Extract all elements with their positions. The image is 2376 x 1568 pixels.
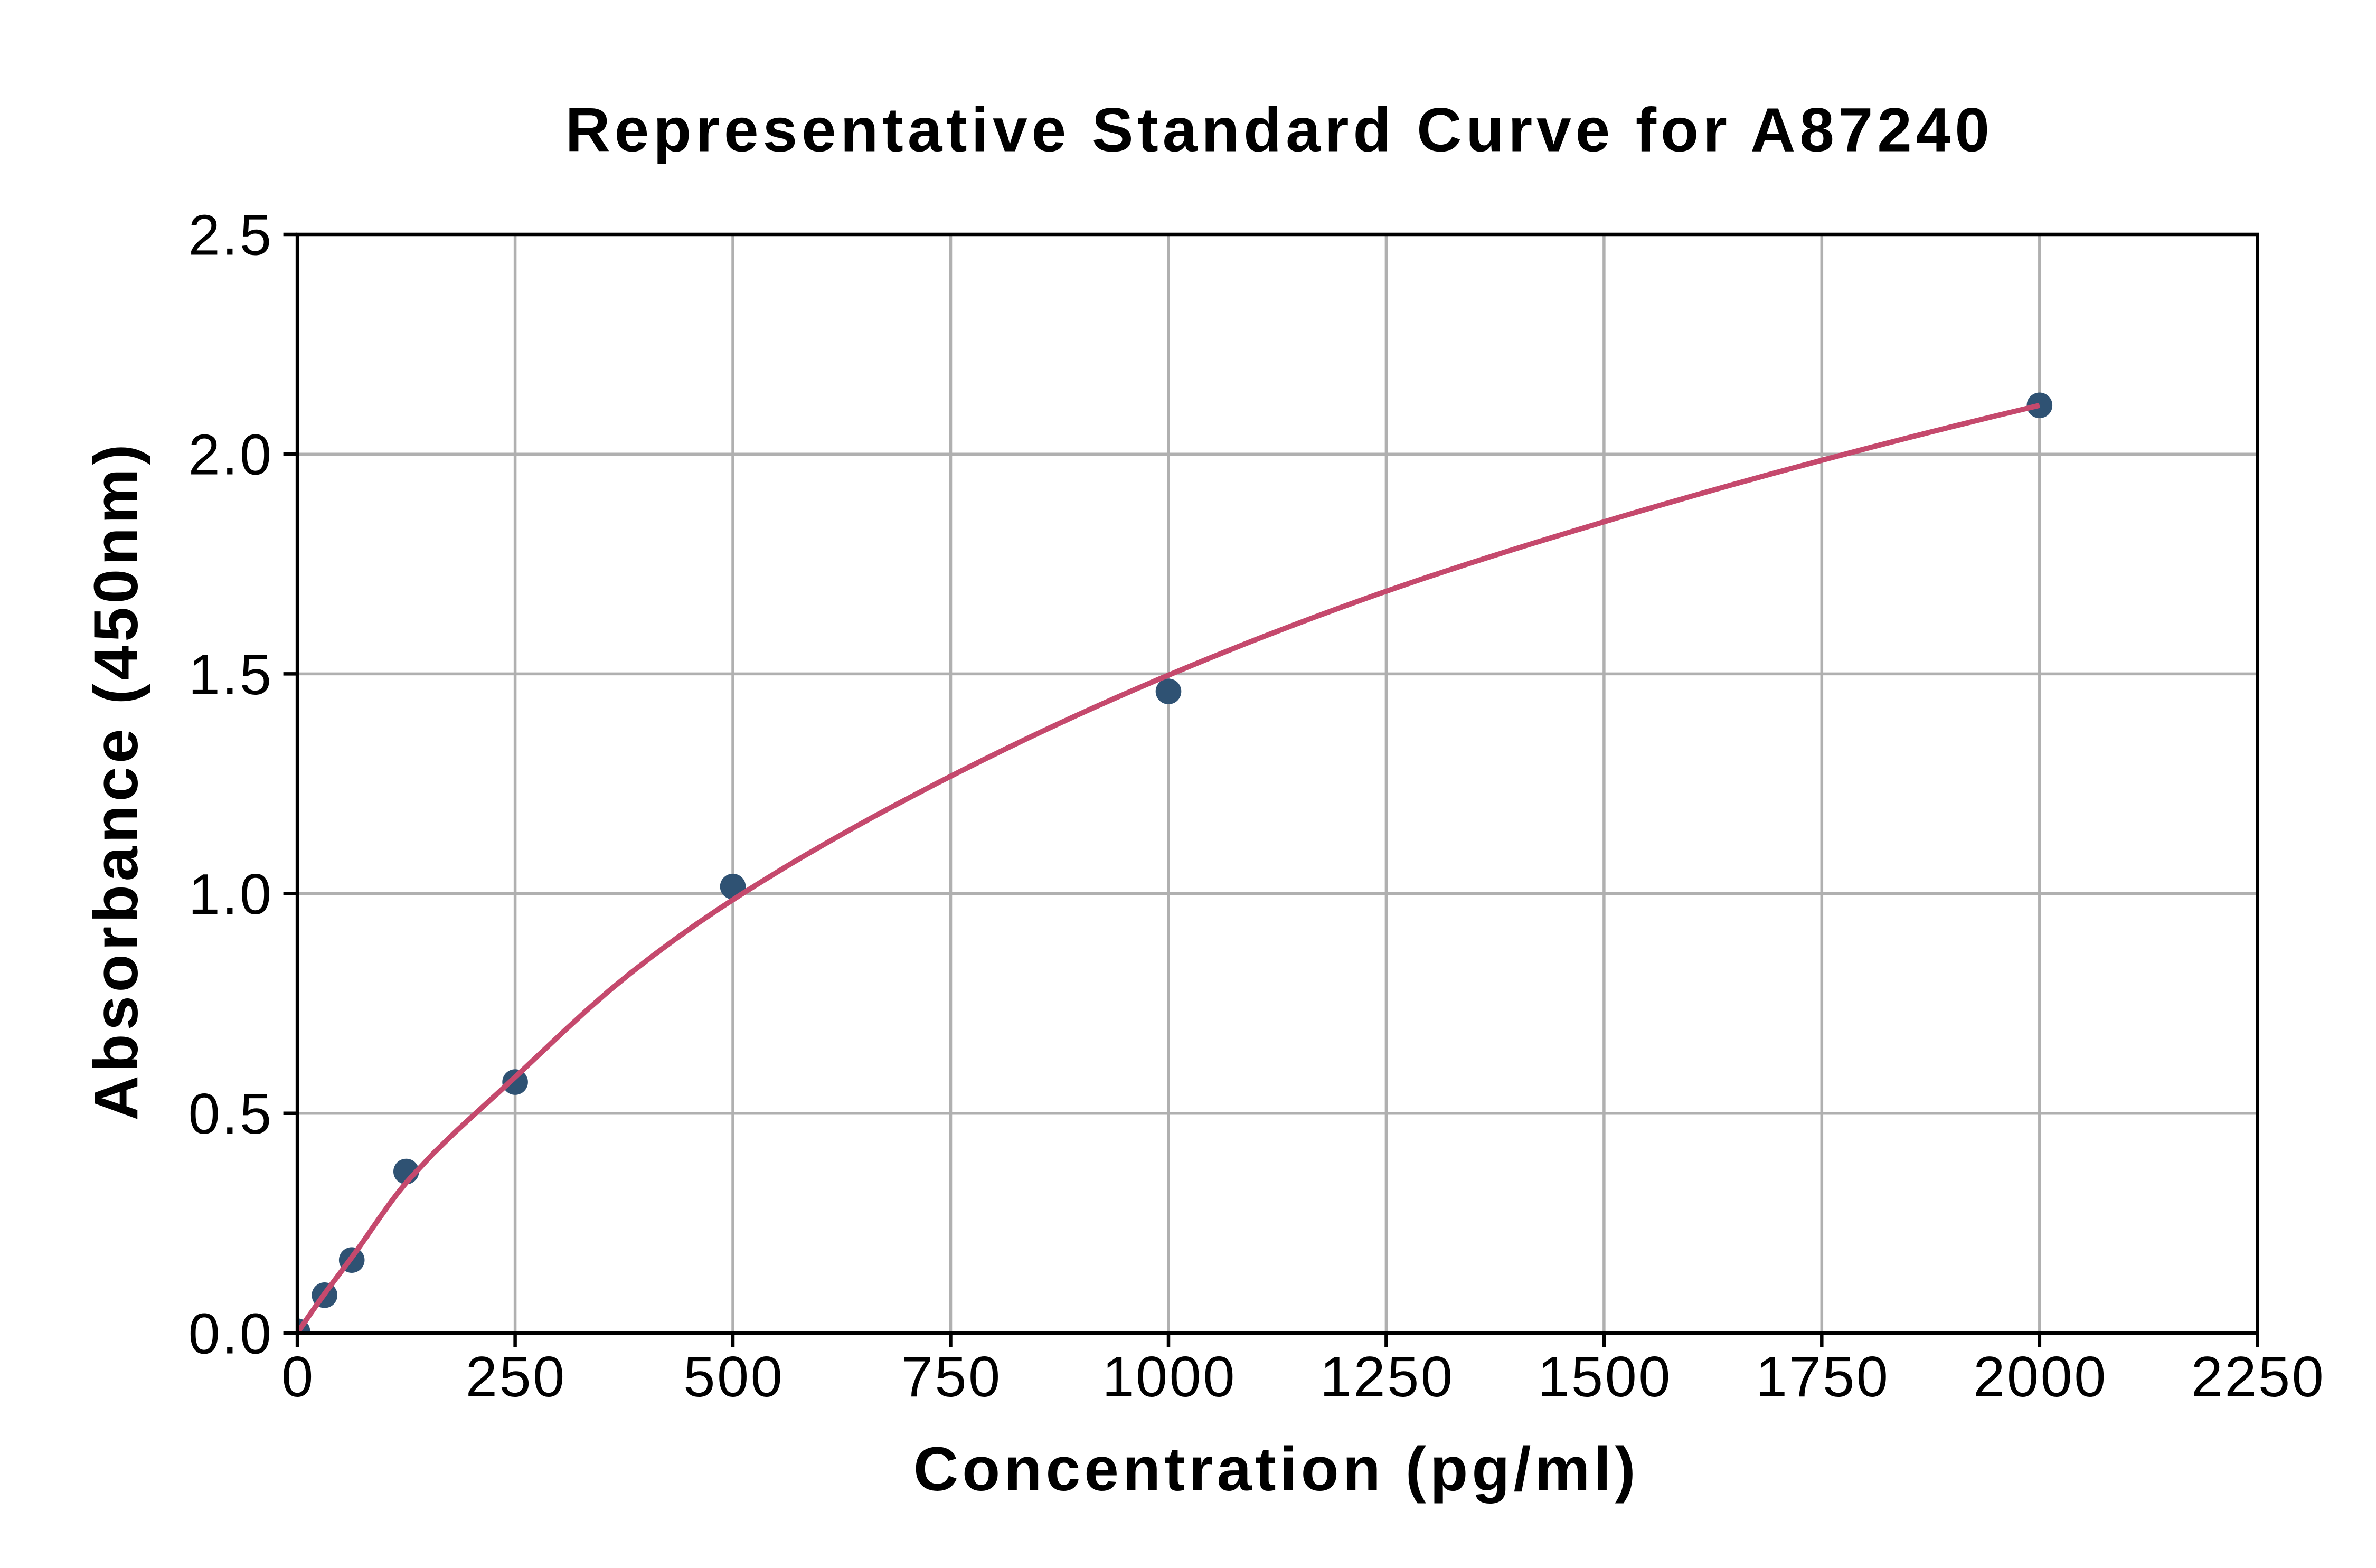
- svg-text:Representative Standard Curve: Representative Standard Curve for A87240: [565, 96, 1994, 165]
- svg-text:0.0: 0.0: [188, 1301, 274, 1365]
- svg-text:Absorbance (450nm): Absorbance (450nm): [81, 441, 151, 1121]
- svg-text:1.5: 1.5: [188, 643, 274, 706]
- svg-text:0.5: 0.5: [188, 1082, 274, 1146]
- svg-text:1000: 1000: [1102, 1345, 1237, 1409]
- svg-text:2.0: 2.0: [188, 423, 274, 487]
- svg-text:2000: 2000: [1973, 1345, 2108, 1409]
- svg-text:500: 500: [683, 1345, 784, 1409]
- svg-text:Concentration (pg/ml): Concentration (pg/ml): [913, 1434, 1639, 1504]
- svg-text:250: 250: [466, 1345, 567, 1409]
- svg-text:2250: 2250: [2191, 1345, 2326, 1409]
- svg-text:2.5: 2.5: [188, 203, 274, 267]
- svg-text:750: 750: [901, 1345, 1002, 1409]
- svg-text:1750: 1750: [1756, 1345, 1890, 1409]
- svg-text:0: 0: [281, 1345, 315, 1409]
- svg-text:1.0: 1.0: [188, 862, 274, 926]
- svg-text:1250: 1250: [1320, 1345, 1455, 1409]
- svg-text:1500: 1500: [1538, 1345, 1672, 1409]
